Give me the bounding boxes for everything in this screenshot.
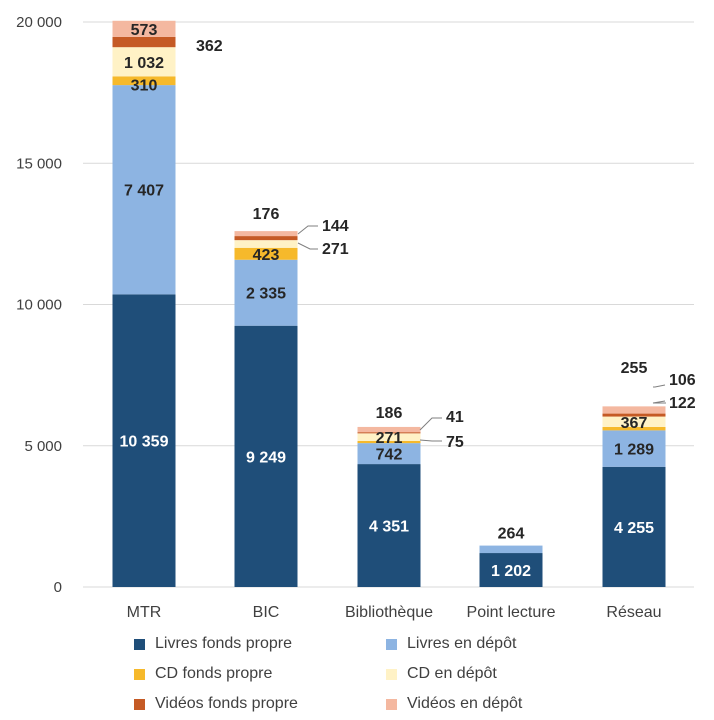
legend-label: Livres en dépôt [407,635,517,652]
y-tick-label: 20 000 [16,14,62,31]
y-tick-label: 5 000 [24,438,62,455]
bar-segment [479,545,543,554]
y-tick-label: 10 000 [16,297,62,314]
legend-label: Vidéos en dépôt [407,695,523,712]
data-label: 176 [253,206,280,223]
x-category-label: MTR [127,604,162,621]
bar-segment [234,236,298,241]
legend-swatch [386,698,397,710]
bar-segment [112,294,176,587]
bar-segment [112,76,176,86]
bar-segment [602,413,666,417]
data-label: 7 407 [124,183,164,200]
data-label: 362 [196,38,223,55]
bar-segment [112,85,176,295]
legend-item: Livres fonds propre [134,633,386,655]
legend-swatch [386,668,397,680]
bar-segment [234,247,298,260]
data-label: 271 [376,430,403,447]
data-label: 310 [131,77,158,94]
x-category-label: Point lecture [467,604,556,621]
x-category-label: BIC [253,604,280,621]
data-label: 75 [446,434,464,451]
data-label: 122 [669,395,696,412]
x-category-label: Bibliothèque [345,604,433,621]
data-label: 264 [498,526,525,543]
bar-segment [602,430,666,467]
data-label: 367 [621,415,648,432]
data-label: 144 [322,218,349,235]
data-label: 186 [376,405,403,422]
stacked-bar-chart: 0 5 000 10 000 15 000 20 000 MTR BIC Bibliothèq… [16,14,696,621]
bar-segment [234,231,298,237]
bar-segment [602,466,666,587]
y-tick-label: 0 [54,579,62,596]
bar-segment [479,553,543,587]
bar-segment [234,325,298,587]
bar-segment [234,240,298,248]
data-label: 10 359 [120,434,169,451]
bar-segment [112,20,176,37]
bar-segment [234,259,298,326]
data-label: 423 [253,247,280,264]
bar-segment [357,433,421,442]
y-tick-label: 15 000 [16,155,62,172]
label-leader-line [297,225,318,235]
legend-swatch [386,638,397,650]
data-label: 9 249 [246,449,286,466]
bar-segment [357,432,421,434]
legend-swatch [134,698,145,710]
legend-label: Livres fonds propre [155,635,292,652]
bar-segment [357,426,421,433]
data-label: 742 [376,447,403,464]
legend-swatch [134,668,145,680]
legend-label: CD fonds propre [155,665,273,682]
legend-item: CD fonds propre [134,663,386,685]
legend-item: Vidéos en dépôt [386,693,646,715]
data-label: 4 351 [369,519,409,536]
legend-item: Vidéos fonds propre [134,693,386,715]
bar-segment [357,464,421,587]
label-leader-line [652,400,666,404]
label-leader-line [419,417,442,431]
label-leader-line [297,242,318,250]
legend-item: CD en dépôt [386,663,646,685]
data-label: 106 [669,372,696,389]
bar-segment [112,36,176,48]
data-label: 1 202 [491,563,531,580]
data-label: 1 289 [614,442,654,459]
label-leader-line [419,439,442,442]
bar-segment [357,441,421,444]
bar-segment [112,47,176,77]
legend-label: CD en dépôt [407,665,497,682]
legend-swatch [134,638,145,650]
label-leader-line [653,384,666,388]
data-label: 573 [131,22,158,39]
x-category-label: Réseau [606,604,661,621]
data-label: 271 [322,241,349,258]
bar-segment [602,426,666,431]
legend-label: Vidéos fonds propre [155,695,298,712]
data-label: 1 032 [124,55,164,72]
data-label: 255 [621,360,648,377]
bar-segment [602,416,666,427]
data-label: 4 255 [614,520,654,537]
data-label: 41 [446,409,464,426]
chart-legend: Livres fonds propre Livres en dépôt CD fon… [134,633,674,715]
data-label: 2 335 [246,286,286,303]
bar-segment [602,406,666,414]
legend-item: Livres en dépôt [386,633,646,655]
bar-segment [357,443,421,465]
